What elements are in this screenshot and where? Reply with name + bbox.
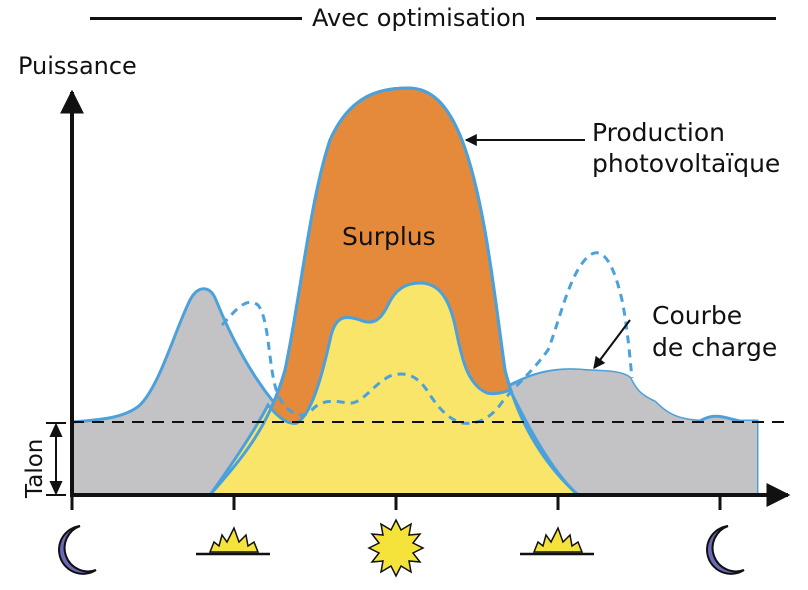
production-curve — [208, 86, 579, 497]
title-text: Avec optimisation — [311, 4, 527, 32]
sun-icon — [367, 518, 425, 578]
sunset-icon — [520, 526, 594, 556]
load-pointer — [593, 319, 631, 369]
baseline-height-bracket — [46, 422, 66, 496]
y-axis-label: Puissance — [18, 52, 137, 80]
moon-icon — [706, 525, 745, 575]
production-label-line2: photovoltaïque — [592, 149, 780, 178]
baseline-label: Talon — [22, 439, 48, 499]
unoptimised-load-curve — [220, 251, 634, 425]
moon-icon — [58, 525, 97, 575]
diagram-title: Avec optimisation — [0, 0, 808, 36]
sunrise-icon — [196, 526, 270, 556]
load-label-line1: Courbe — [652, 301, 742, 330]
load-label-line2: de charge — [652, 333, 777, 362]
title-rule-left — [89, 16, 302, 20]
production-label-line1: Production — [592, 118, 725, 147]
title-rule-right — [536, 16, 777, 20]
surplus-label: Surplus — [342, 222, 436, 251]
self-consumption-area — [207, 281, 582, 497]
x-axis-ticks — [70, 495, 722, 510]
load-over-production — [505, 369, 757, 495]
